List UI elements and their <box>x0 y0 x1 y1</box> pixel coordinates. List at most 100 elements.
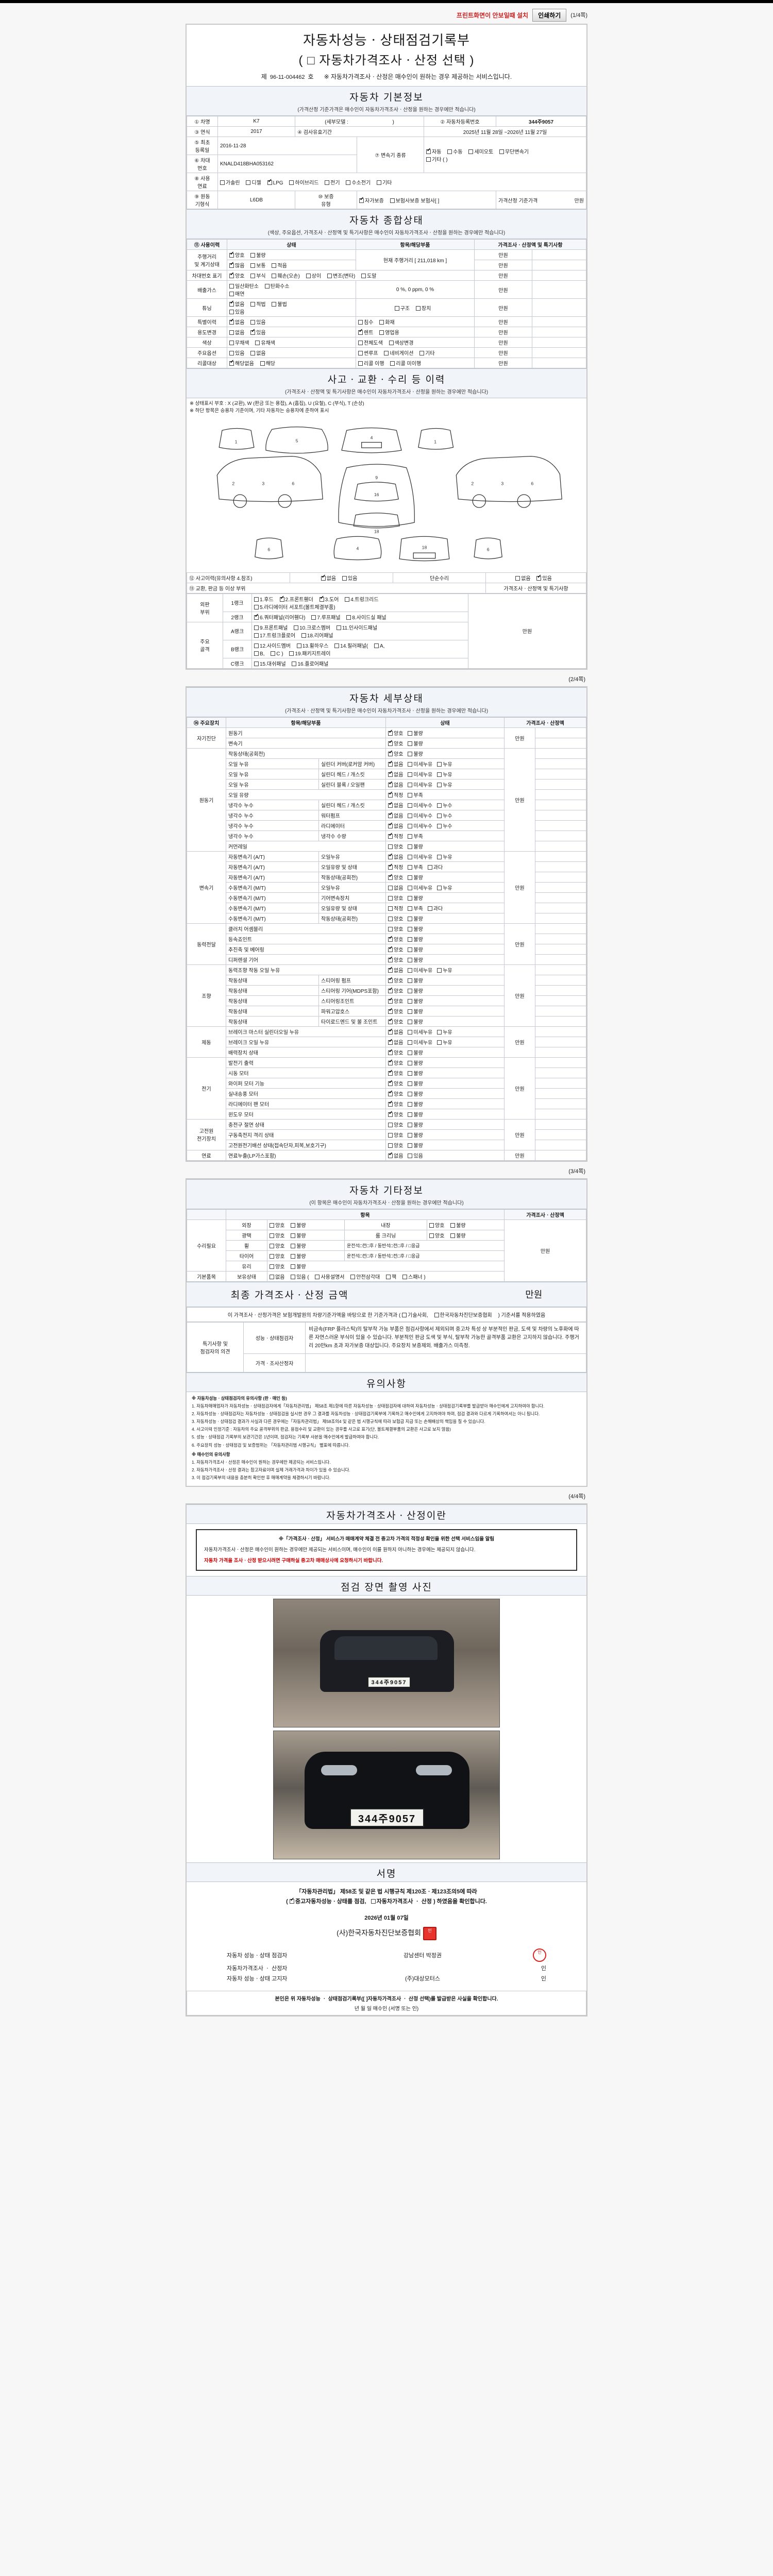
opt-1[interactable]: 양호 <box>388 925 403 933</box>
opt-2[interactable]: 미세누유 <box>408 781 432 788</box>
checkbox-icon[interactable] <box>408 937 413 942</box>
checkbox-icon[interactable] <box>388 977 393 983</box>
checkbox-icon[interactable] <box>408 957 413 962</box>
opt-many[interactable]: 많음 <box>229 261 244 269</box>
checkbox-icon[interactable] <box>342 575 347 581</box>
checkbox-icon[interactable] <box>358 361 363 366</box>
opt-2[interactable]: 불량 <box>408 935 423 943</box>
checkbox-icon[interactable] <box>437 854 442 859</box>
opt-altered[interactable]: 변조(변타) <box>327 272 355 279</box>
checkbox-icon[interactable] <box>296 643 301 648</box>
opt-bad[interactable]: 불량 <box>450 1221 466 1229</box>
opt-2[interactable]: 불량 <box>408 956 423 963</box>
opt-exists[interactable]: 있음 <box>250 318 266 326</box>
checkbox-icon[interactable] <box>361 274 366 278</box>
checkbox-icon[interactable] <box>426 157 431 162</box>
opt-1[interactable]: 양호 <box>388 1018 403 1025</box>
part-pillar-a[interactable]: A, <box>374 643 384 649</box>
checkbox-icon[interactable] <box>229 341 234 345</box>
checkbox-icon[interactable] <box>408 813 413 818</box>
checkbox-icon[interactable] <box>408 803 413 808</box>
opt-navigation[interactable]: 네비게이션 <box>384 349 413 357</box>
opt-1[interactable]: 양호 <box>388 1059 403 1066</box>
opt-bad[interactable]: 불량 <box>250 251 266 259</box>
checkbox-icon[interactable] <box>229 330 234 335</box>
checkbox-icon[interactable] <box>388 730 393 736</box>
fuel-option-gasoline[interactable]: 가솔린 <box>220 178 240 186</box>
checkbox-icon[interactable] <box>408 988 413 993</box>
checkbox-icon[interactable] <box>408 1091 413 1096</box>
opt-1[interactable]: 양호 <box>388 987 403 994</box>
transmission-option-auto[interactable]: 자동 <box>426 147 441 155</box>
checkbox-icon[interactable] <box>388 956 393 962</box>
checkbox-icon[interactable] <box>271 651 276 656</box>
checkbox-icon[interactable] <box>408 906 413 911</box>
opt-1[interactable]: 없음 <box>388 770 403 778</box>
checkbox-icon[interactable] <box>270 1253 274 1259</box>
checkbox-icon[interactable] <box>388 1090 393 1096</box>
opt-1[interactable]: 없음 <box>388 811 403 819</box>
opt-1[interactable]: 양호 <box>388 894 403 902</box>
checkbox-icon[interactable] <box>325 180 330 185</box>
opt-co[interactable]: 일산화탄소 <box>229 282 259 290</box>
opt-1[interactable]: 양호 <box>388 739 403 747</box>
opt-hc[interactable]: 탄화수소 <box>264 282 290 290</box>
checkbox-icon[interactable] <box>250 274 256 278</box>
opt-1[interactable]: 적정 <box>388 904 403 912</box>
checkbox-icon[interactable] <box>388 1049 393 1055</box>
checkbox-icon[interactable] <box>250 253 256 258</box>
opt-bad[interactable]: 불량 <box>291 1221 306 1229</box>
checkbox-icon[interactable] <box>358 320 363 325</box>
checkbox-icon[interactable] <box>346 615 351 620</box>
opt-na[interactable]: 해당없음 <box>229 359 254 367</box>
opt-different[interactable]: 상이 <box>306 272 321 279</box>
opt-none[interactable]: 없음 <box>250 349 266 357</box>
opt-damage[interactable]: 훼손(오손) <box>272 272 300 279</box>
opt-1[interactable]: 없음 <box>388 1038 403 1046</box>
checkbox-icon[interactable] <box>408 772 413 777</box>
checkbox-icon[interactable] <box>388 885 393 890</box>
checkbox-icon[interactable] <box>408 1019 413 1024</box>
checkbox-icon[interactable] <box>468 149 474 154</box>
opt-exists[interactable]: 있음 <box>342 574 357 582</box>
transmission-option-other[interactable]: 기타 ( ) <box>426 155 584 163</box>
part-hood[interactable]: 1.후드 <box>254 595 274 603</box>
checkbox-icon[interactable] <box>419 351 425 355</box>
opt-none[interactable]: 없음 <box>321 574 336 582</box>
opt-2[interactable]: 불량 <box>408 1121 423 1128</box>
checkbox-icon[interactable] <box>429 1223 434 1228</box>
opt-1[interactable]: 없음 <box>388 1151 403 1159</box>
checkbox-icon[interactable] <box>388 1008 393 1014</box>
opt-2[interactable]: 미세누수 <box>408 822 432 829</box>
checkbox-icon[interactable] <box>388 1070 393 1076</box>
opt-3[interactable]: 누수 <box>437 811 452 819</box>
checkbox-icon[interactable] <box>306 274 311 278</box>
checkbox-icon[interactable] <box>389 341 394 345</box>
checkbox-icon[interactable] <box>408 1071 413 1076</box>
opt-notdone[interactable]: 리콜 미이행 <box>390 359 421 367</box>
checkbox-icon[interactable] <box>388 760 393 767</box>
checkbox-icon[interactable] <box>388 771 393 777</box>
checkbox-icon[interactable] <box>388 781 393 787</box>
part-rear-panel[interactable]: 18.리어패널 <box>301 631 333 639</box>
opt-3[interactable]: 누수 <box>437 801 452 809</box>
opt-kadga[interactable]: 한국자동차진단보증협회 <box>434 1311 492 1318</box>
checkbox-icon[interactable] <box>384 351 389 355</box>
checkbox-icon[interactable] <box>437 813 442 818</box>
checkbox-icon[interactable] <box>246 180 251 185</box>
checkbox-icon[interactable] <box>408 1050 413 1055</box>
checkbox-icon[interactable] <box>447 149 452 154</box>
checkbox-icon[interactable] <box>229 360 234 366</box>
opt-applicable[interactable]: 해당 <box>260 359 275 367</box>
checkbox-icon[interactable] <box>250 351 256 355</box>
opt-3[interactable]: 누유 <box>437 770 452 778</box>
opt-3[interactable]: 누유 <box>437 1028 452 1036</box>
opt-2[interactable]: 미세누유 <box>408 1038 432 1046</box>
opt-2[interactable]: 불량 <box>408 976 423 984</box>
part-floor-panel[interactable]: 16.플로어패널 <box>292 659 328 667</box>
fuel-option-other[interactable]: 기타 <box>376 178 392 186</box>
opt-2[interactable]: 불량 <box>408 1059 423 1066</box>
opt-2[interactable]: 미세누수 <box>408 801 432 809</box>
opt-3[interactable]: 누유 <box>437 1038 452 1046</box>
opt-1[interactable]: 양호 <box>388 914 403 922</box>
